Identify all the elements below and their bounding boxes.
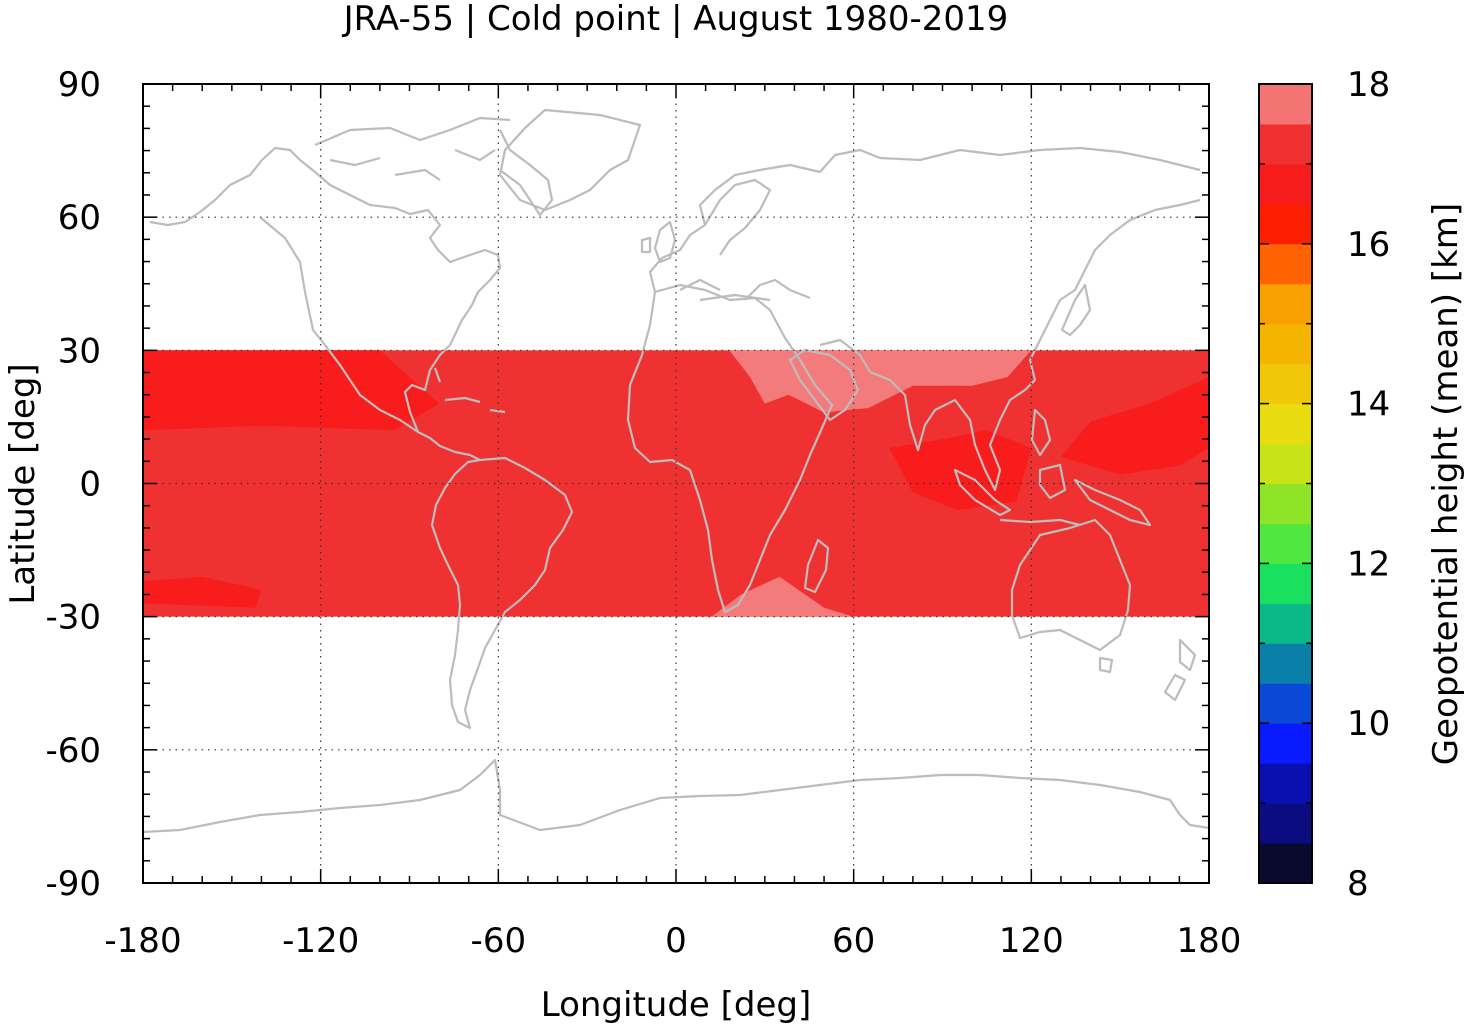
x-tick-label: -120 xyxy=(282,921,359,961)
colorbar-bin xyxy=(1259,843,1312,884)
x-tick-label: 120 xyxy=(999,921,1064,961)
coastlines xyxy=(143,108,1209,834)
colorbar-tick-label: 12 xyxy=(1347,544,1390,584)
coast-north-america xyxy=(149,129,554,461)
coast-australia xyxy=(1010,518,1132,674)
x-tick-label: 60 xyxy=(832,921,875,961)
field-region-high-4 xyxy=(729,350,1032,413)
colorbar-bin xyxy=(1259,363,1312,405)
coast-caribbean xyxy=(433,367,506,414)
field-region-low-0 xyxy=(143,350,440,431)
colorbar-bin xyxy=(1259,243,1312,285)
colorbar-bin xyxy=(1259,763,1312,804)
colorbar-bin xyxy=(1259,443,1312,484)
colorbar-bin xyxy=(1259,523,1312,564)
coast-south-america xyxy=(430,456,574,730)
colorbar-bin xyxy=(1259,803,1312,844)
colorbar-bin xyxy=(1259,683,1312,724)
coast-asia xyxy=(869,146,1201,492)
field-region-high-5 xyxy=(711,576,854,617)
x-tick-label: 180 xyxy=(1177,921,1242,961)
colorbar-bin xyxy=(1259,603,1312,644)
coast-scandinavia xyxy=(704,178,772,256)
y-axis-label: Latitude [deg] xyxy=(3,363,43,604)
coast-madagascar xyxy=(803,538,830,594)
colorbar-tick-label: 8 xyxy=(1347,864,1369,904)
y-tick-label: 90 xyxy=(58,65,101,105)
colorbar-tick-labels: 18 16 14 12 10 8 xyxy=(1347,65,1390,904)
gridlines xyxy=(143,84,1209,883)
colorbar-bin xyxy=(1259,203,1312,245)
y-tick-label: -30 xyxy=(45,598,101,638)
y-tick-label: 60 xyxy=(58,198,101,238)
coast-africa xyxy=(626,283,834,614)
colorbar-bin xyxy=(1259,483,1312,524)
colorbar-bin xyxy=(1259,283,1312,325)
x-tick-labels: -180 -120 -60 0 60 120 180 xyxy=(104,921,1241,961)
colorbar-bin xyxy=(1259,563,1312,604)
coast-new-zealand xyxy=(1163,638,1197,702)
coast-arabia xyxy=(788,338,871,422)
coast-antarctica xyxy=(143,758,1209,834)
chart-title: JRA-55 | Cold point | August 1980-2019 xyxy=(342,0,1009,39)
colorbar-tick-label: 14 xyxy=(1347,385,1390,425)
colorbar-bin xyxy=(1259,403,1312,445)
field-region-low-3 xyxy=(1060,377,1209,475)
colorbar-bin xyxy=(1259,723,1312,764)
coast-greenland xyxy=(498,108,642,212)
colorbar-label: Geopotential height (mean) [km] xyxy=(1426,203,1466,765)
coast-europe xyxy=(648,148,881,302)
colorbar-bin xyxy=(1259,84,1312,125)
coast-japan xyxy=(1060,283,1092,337)
colorbar-tick-label: 10 xyxy=(1347,704,1390,744)
colorbar xyxy=(1259,83,1312,884)
colorbar-bin xyxy=(1259,323,1312,365)
colorbar-frame xyxy=(1258,83,1313,884)
axis-ticks xyxy=(142,83,1210,884)
y-tick-label: -90 xyxy=(45,864,101,904)
y-tick-label: 0 xyxy=(79,465,101,505)
colorbar-tick-label: 18 xyxy=(1347,65,1390,105)
x-tick-label: -180 xyxy=(104,921,181,961)
colorbar-bin xyxy=(1259,163,1312,205)
y-tick-label: -60 xyxy=(45,731,101,771)
colorbar-bin xyxy=(1259,643,1312,684)
y-tick-labels: 90 60 30 0 -30 -60 -90 xyxy=(45,65,101,904)
colorbar-tick-label: 16 xyxy=(1347,225,1390,265)
field-region-low-1 xyxy=(143,576,262,608)
coast-indonesia xyxy=(953,408,1152,527)
y-tick-label: 30 xyxy=(58,331,101,371)
x-axis-label: Longitude [deg] xyxy=(541,985,812,1025)
x-tick-label: 0 xyxy=(665,921,687,961)
coast-uk xyxy=(640,220,677,264)
x-tick-label: -60 xyxy=(471,921,527,961)
coast-arctic-islands xyxy=(314,116,511,181)
colorbar-bin xyxy=(1259,123,1312,165)
